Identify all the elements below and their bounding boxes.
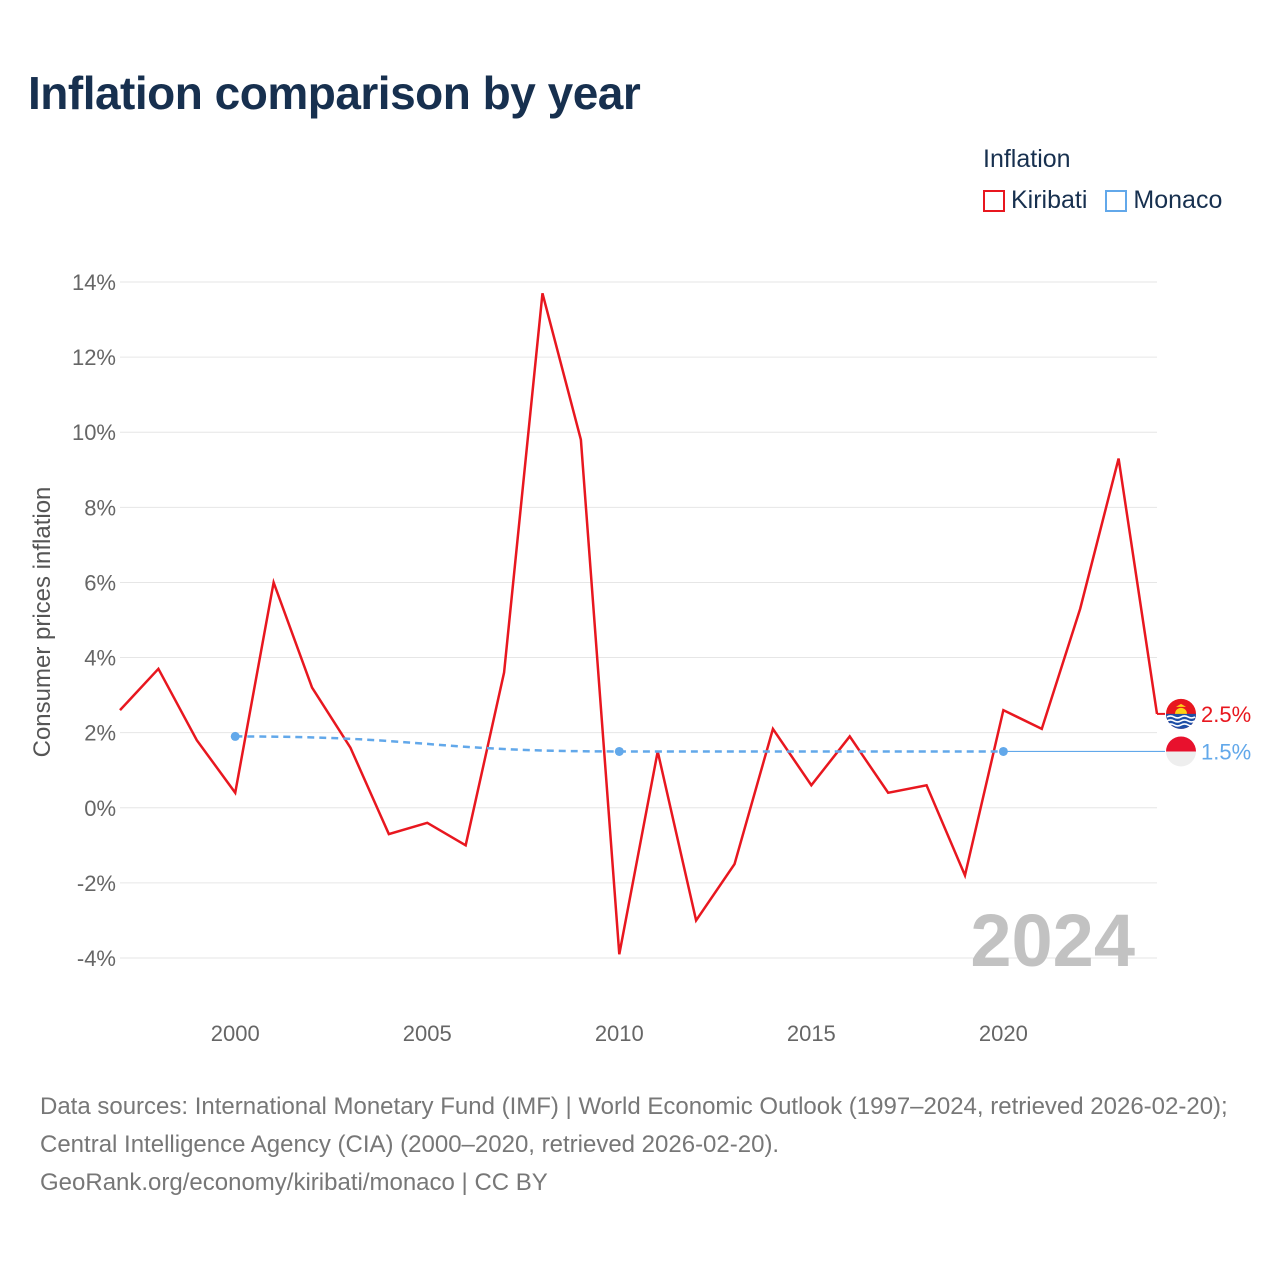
credit-line[interactable]: GeoRank.org/economy/kiribati/monaco | CC… <box>40 1169 548 1196</box>
flag-wave <box>1166 723 1196 727</box>
series-layer <box>119 292 1165 955</box>
y-tick-label: 6% <box>84 570 116 595</box>
data-point-monaco <box>614 746 624 756</box>
y-tick-label: -2% <box>77 871 116 896</box>
data-point-monaco <box>998 746 1008 756</box>
x-tick-label: 2020 <box>979 1021 1028 1046</box>
end-markers: 2.5% 1.5% <box>1157 698 1251 767</box>
y-axis-label: Consumer prices inflation <box>29 487 56 758</box>
flag-red-half <box>1166 736 1196 752</box>
y-tick-label: 4% <box>84 646 116 671</box>
y-tick-label: 10% <box>72 420 116 445</box>
data-point-monaco <box>230 731 240 741</box>
series-line-kiribati <box>119 292 1159 955</box>
y-tick-label: -4% <box>77 946 116 971</box>
legend-item-kiribati[interactable]: Kiribati <box>983 186 1087 215</box>
flag-sun <box>1175 707 1187 714</box>
legend-swatch-monaco <box>1105 189 1128 212</box>
flag-wave <box>1166 719 1196 723</box>
flag-wave <box>1166 715 1196 719</box>
end-value-label-monaco: 1.5% <box>1201 739 1251 764</box>
kiribati-flag-icon <box>1166 698 1196 729</box>
legend: Kiribati Monaco <box>983 186 1240 215</box>
data-sources: Data sources: International Monetary Fun… <box>40 1093 1228 1158</box>
y-axis-ticks: -4% -2% 0% 2% 4% 6% 8% 10% 12% 14% <box>72 270 116 971</box>
chart-title: Inflation comparison by year <box>28 67 641 119</box>
y-tick-label: 8% <box>84 495 116 520</box>
x-axis-ticks: 2000 2005 2010 2015 2020 <box>211 1021 1028 1046</box>
footer: Data sources: International Monetary Fun… <box>40 1088 1250 1202</box>
y-tick-label: 0% <box>84 796 116 821</box>
x-tick-label: 2000 <box>211 1021 260 1046</box>
x-tick-label: 2005 <box>403 1021 452 1046</box>
y-tick-label: 12% <box>72 345 116 370</box>
x-tick-label: 2010 <box>595 1021 644 1046</box>
monaco-flag-icon <box>1166 736 1196 767</box>
legend-swatch-kiribati <box>983 189 1005 212</box>
line-chart: -4%-2%0%2%4%6%8%10%12%14% 2000 2005 2010 20… <box>29 270 1251 1046</box>
year-watermark: 2024 <box>970 899 1135 982</box>
legend-item-monaco[interactable]: Monaco <box>1105 186 1222 215</box>
legend-title: Inflation <box>983 145 1071 173</box>
y-tick-label: 2% <box>84 721 116 746</box>
flag-bird <box>1176 703 1186 707</box>
legend-label-kiribati: Kiribati <box>1011 186 1088 214</box>
gridlines <box>120 281 1157 959</box>
legend-label-monaco: Monaco <box>1133 186 1223 214</box>
x-tick-label: 2015 <box>787 1021 836 1046</box>
y-tick-label: 14% <box>72 270 116 295</box>
end-value-label-kiribati: 2.5% <box>1201 702 1251 727</box>
